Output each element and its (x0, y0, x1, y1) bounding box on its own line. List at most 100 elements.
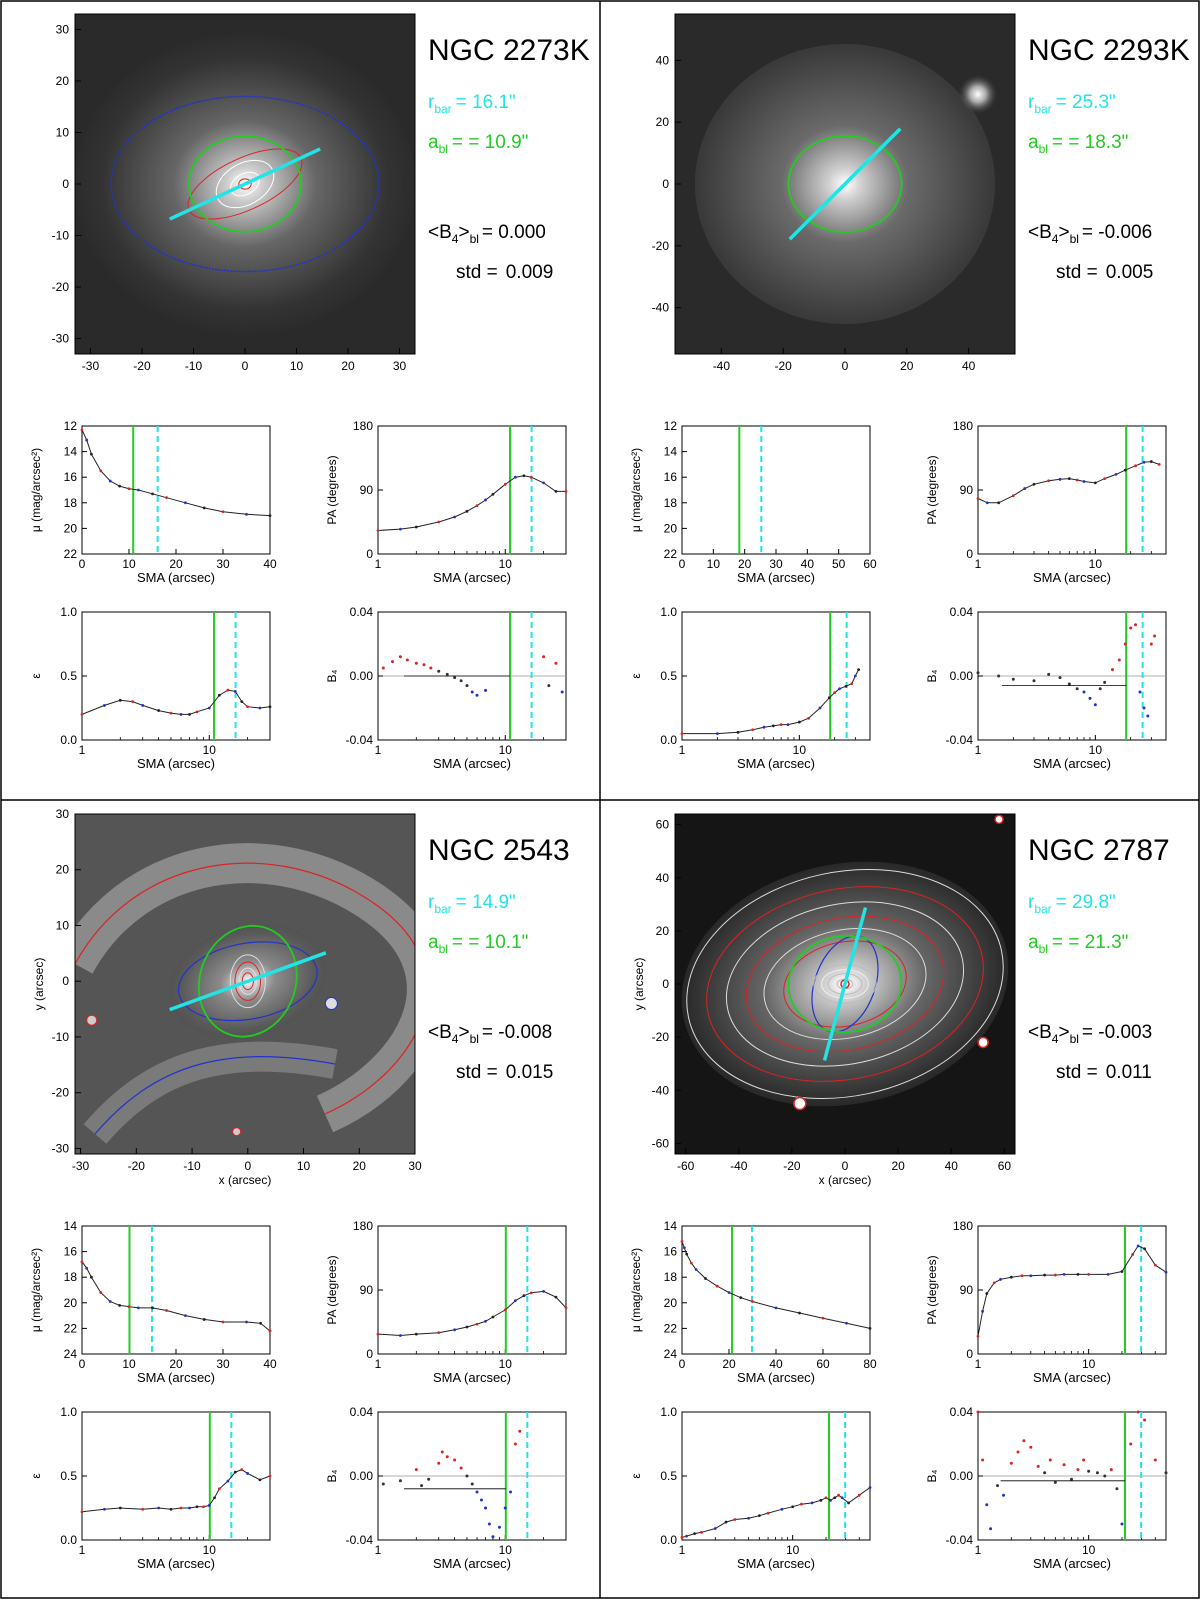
data-point (475, 1490, 479, 1494)
x-tick-label: 10 (122, 557, 136, 571)
plot-frame (81, 425, 271, 555)
r-bar-symbol: r (1028, 92, 1035, 113)
b4-mean-value: -0.006 (1098, 222, 1152, 243)
b4-mean-label: <B4>bl = -0.008 (428, 1022, 552, 1046)
y-tick-label: 180 (353, 419, 373, 433)
y-tick-label: 90 (960, 483, 974, 497)
a-bl-symbol: a (428, 132, 439, 153)
profile-plot-pa: 1 10 0 90 180 SMA (arcsec) PA (degrees) (925, 419, 1167, 585)
data-point (484, 1319, 487, 1323)
x-axis-label: SMA (arcsec) (433, 1370, 511, 1385)
y-tick-label: -10 (52, 229, 70, 243)
x-tick-label: 1 (375, 557, 382, 571)
data-point (157, 1506, 161, 1510)
x-tick-label: 80 (863, 1357, 877, 1371)
std-value: 0.011 (1106, 1062, 1152, 1083)
data-point (497, 1525, 501, 1529)
x-tick-label: 10 (786, 1543, 800, 1557)
data-point (195, 710, 199, 714)
data-point (1146, 714, 1150, 718)
profile-plot-mu: 0 10 20 30 40 14 16 18 20 22 24 SMA (arcsec) μ (mag/… (29, 1219, 277, 1385)
x-tick-label: 1 (679, 743, 686, 757)
data-point (747, 1516, 751, 1520)
data-point (437, 1331, 441, 1335)
data-point (420, 1484, 424, 1488)
x-tick-label: 1 (975, 743, 982, 757)
data-point (453, 1328, 457, 1332)
x-tick-label: 20 (738, 557, 752, 571)
data-point (844, 684, 848, 688)
data-point (127, 487, 131, 491)
r-bar-symbol: r (428, 892, 435, 913)
x-tick-label: 10 (122, 1357, 136, 1371)
bar-lens-ellipse (787, 934, 903, 1034)
y-tick-label: 14 (664, 1219, 678, 1233)
x-tick-label: -10 (185, 359, 203, 373)
data-point (1048, 1458, 1052, 1462)
y-tick-label: 0.04 (350, 1405, 374, 1419)
x-tick-label: 10 (499, 743, 513, 757)
b4-symbol: <B (1028, 1022, 1052, 1043)
data-point (1103, 680, 1107, 684)
y-tick-label: -20 (52, 1086, 70, 1100)
data-point (985, 1292, 989, 1295)
x-axis-label: SMA (arcsec) (433, 570, 511, 585)
data-point (195, 1505, 199, 1509)
isophote-contour (215, 159, 275, 209)
data-point (786, 723, 790, 727)
data-point (80, 713, 84, 716)
data-point (845, 1321, 848, 1325)
data-point (202, 1505, 205, 1509)
data-point (824, 1496, 828, 1500)
isophote-contour (827, 973, 863, 995)
x-tick-label: 20 (722, 1357, 736, 1371)
data-point (475, 504, 479, 508)
y-axis-label: PA (degrees) (325, 1255, 339, 1324)
a-bl-subscript: bl (1039, 942, 1048, 956)
data-point (1043, 1273, 1047, 1277)
data-point (1009, 1461, 1013, 1465)
y-tick-label: 16 (64, 470, 78, 484)
x-tick-label: 1 (975, 1357, 982, 1371)
data-point (422, 663, 426, 667)
x-tick-label: -40 (713, 359, 731, 373)
x-tick-label: 0 (244, 1159, 251, 1173)
data-point (1058, 477, 1062, 481)
y-tick-label: 90 (360, 483, 374, 497)
x-tick-label: 10 (203, 1543, 217, 1557)
data-point (108, 1300, 112, 1303)
y-tick-label: 10 (56, 918, 70, 932)
x-tick-label: 10 (203, 743, 217, 757)
data-point (1047, 672, 1051, 676)
data-point (141, 704, 145, 707)
x-tick-label: 0 (679, 557, 686, 571)
std-symbol: std = (456, 1062, 498, 1083)
a-bl-symbol: a (1028, 932, 1039, 953)
y-tick-label: 40 (656, 871, 670, 885)
data-point (381, 666, 385, 670)
y-tick-label: 20 (656, 924, 670, 938)
b4-symbol: <B (428, 222, 452, 243)
data-point (226, 1479, 230, 1483)
data-point (103, 1507, 106, 1511)
y-tick-label: 20 (656, 115, 670, 129)
data-point (80, 428, 84, 432)
y-tick-label: 22 (664, 1321, 678, 1335)
data-point (188, 713, 191, 716)
isophote-contour (238, 178, 252, 190)
data-point (976, 1410, 980, 1414)
data-point (1123, 468, 1127, 472)
data-point (522, 1294, 526, 1298)
y-tick-label: 18 (664, 1270, 678, 1284)
data-point (1138, 690, 1142, 694)
data-point (233, 1470, 237, 1474)
data-point (1070, 1477, 1074, 1481)
data-point (487, 1522, 491, 1526)
bar-line (788, 127, 902, 241)
x-tick-label: 20 (169, 557, 183, 571)
data-point (459, 679, 463, 683)
b4-bracket: > (1058, 222, 1069, 243)
data-point (1075, 687, 1079, 691)
data-point (736, 730, 740, 734)
